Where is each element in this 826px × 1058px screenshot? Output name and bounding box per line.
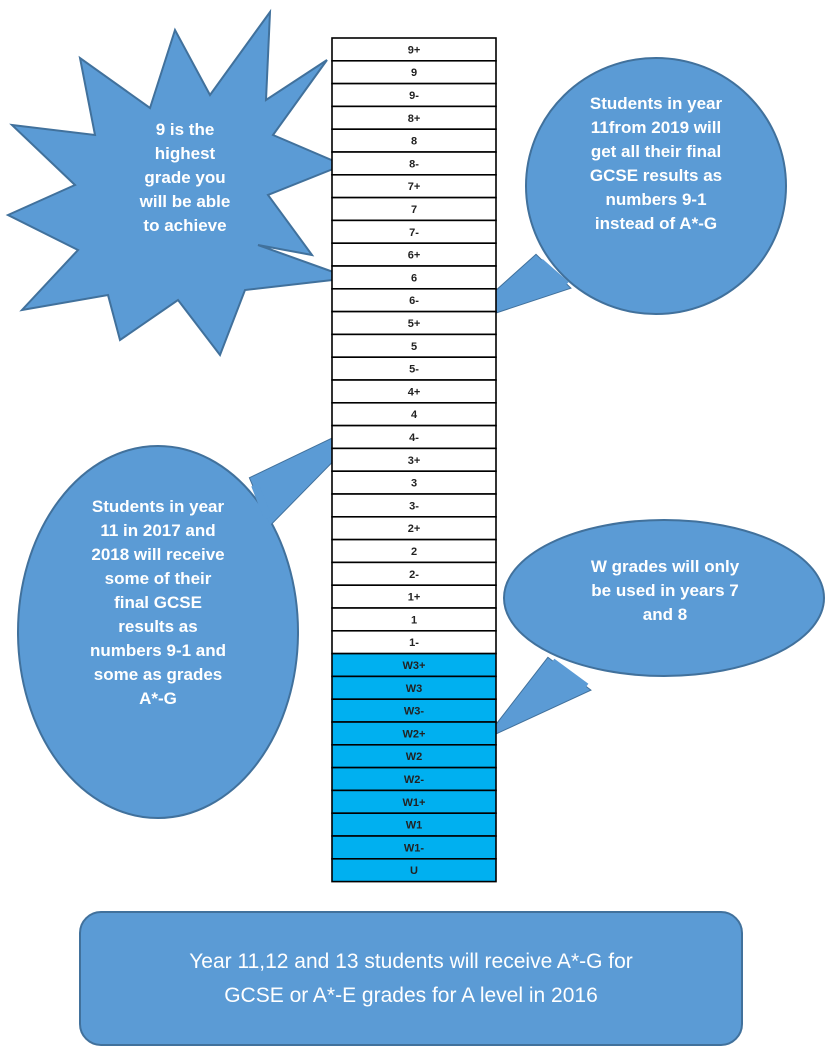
- grade-label: 4: [411, 409, 418, 421]
- grade-label: 8-: [409, 158, 419, 170]
- grade-label: W1+: [403, 797, 426, 809]
- grade-label: 6-: [409, 295, 419, 307]
- grade-label: W3-: [404, 706, 425, 718]
- grade-label: 4-: [409, 432, 419, 444]
- grade-label: W2: [406, 751, 423, 763]
- grade-label: W2-: [404, 774, 425, 786]
- grade-label: 3: [411, 478, 417, 490]
- grade-label: 3+: [408, 455, 421, 467]
- grade-label: 4+: [408, 386, 421, 398]
- grade-label: 9+: [408, 44, 421, 56]
- grade-label: 3-: [409, 500, 419, 512]
- grade-label: W2+: [403, 728, 426, 740]
- grade-label: 1+: [408, 592, 421, 604]
- grade-label: 8: [411, 136, 417, 148]
- grade-label: 5: [411, 341, 417, 353]
- w-grades-oval: [503, 519, 825, 677]
- year11-12-13-banner: Year 11,12 and 13 students will receive …: [79, 911, 743, 1046]
- year11-2019-oval: [525, 57, 787, 315]
- grade-label: 2-: [409, 569, 419, 581]
- grade-label: W1: [406, 820, 423, 832]
- grade-column: 9+ 9 9- 8+ 8 8- 7+ 7 7- 6+ 6 6- 5+ 5 5- 4+ 4 4- 3+ 3 3- 2+ 2 2-…: [331, 37, 497, 883]
- grade-label: 9-: [409, 90, 419, 102]
- grade-label: 1: [411, 614, 417, 626]
- grade-label: U: [410, 865, 418, 877]
- year11-2017-oval: [17, 445, 299, 819]
- grade-label: 1-: [409, 637, 419, 649]
- grade-label: 8+: [408, 113, 421, 125]
- grade-label: 7: [411, 204, 417, 216]
- w-grades-text: W grades will only be used in years 7 an…: [590, 557, 740, 624]
- highest-grade-text: 9 is the highest grade you will be able …: [139, 120, 231, 235]
- grade-label: 7-: [409, 227, 419, 239]
- grade-label: W1-: [404, 842, 425, 854]
- banner-text: Year 11,12 and 13 students will receive …: [189, 949, 633, 1007]
- grade-label: 5+: [408, 318, 421, 330]
- grade-label: 7+: [408, 181, 421, 193]
- grade-cell: [331, 857, 497, 883]
- year11-2017-text: Students in year 11 in 2017 and 2018 wil…: [89, 497, 227, 708]
- grade-label: 2: [411, 546, 417, 558]
- grade-label: 5-: [409, 364, 419, 376]
- grade-label: 6+: [408, 250, 421, 262]
- grade-label: W3+: [403, 660, 426, 672]
- grade-label: 6: [411, 272, 417, 284]
- grade-label: W3: [406, 683, 423, 695]
- grade-label: 2+: [408, 523, 421, 535]
- year11-2019-text: Students in year 11from 2019 will get al…: [589, 94, 723, 233]
- grade-label: 9: [411, 67, 417, 79]
